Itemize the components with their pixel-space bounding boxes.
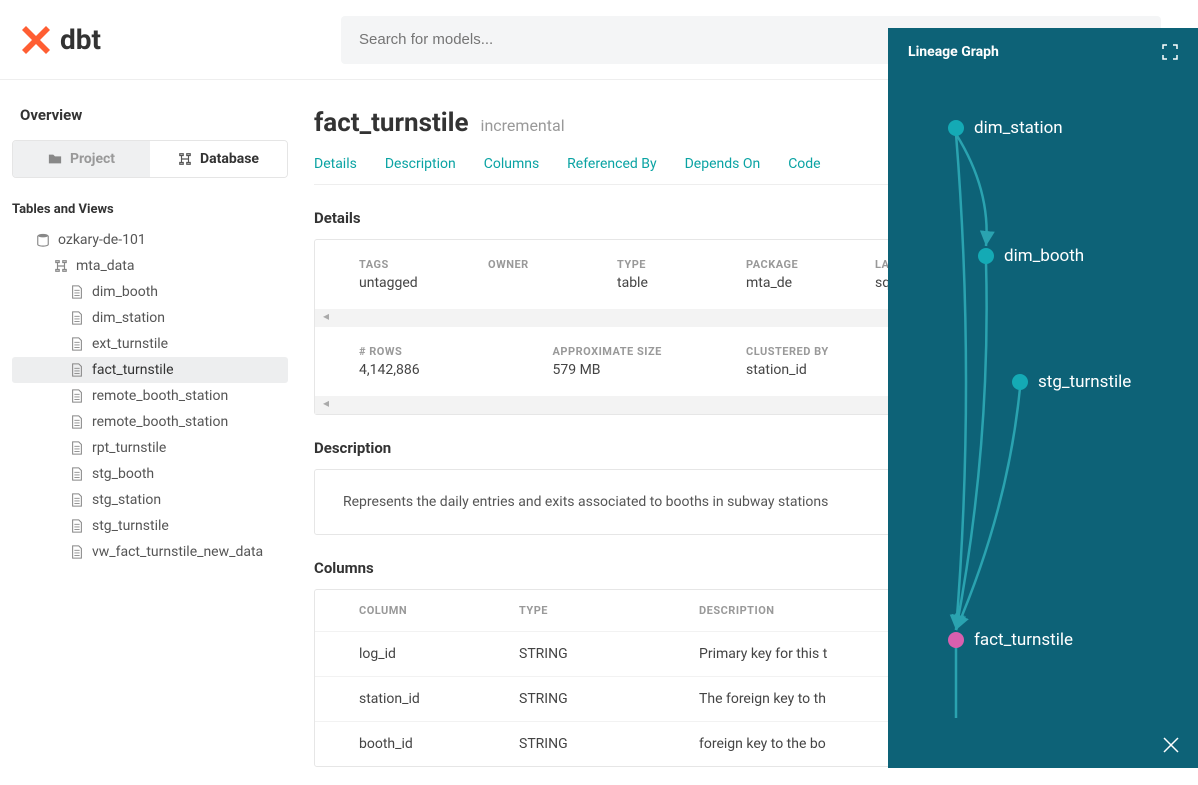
nav-referenced-by[interactable]: Referenced By (567, 156, 656, 172)
database-icon (36, 233, 50, 247)
dbt-icon (20, 24, 52, 56)
detail-type: TYPEtable (617, 258, 746, 291)
lineage-title: Lineage Graph (908, 44, 999, 60)
tab-project[interactable]: Project (13, 141, 150, 177)
file-icon (70, 363, 84, 377)
file-icon (70, 389, 84, 403)
tree-item-fact_turnstile[interactable]: fact_turnstile (12, 357, 288, 383)
file-icon (70, 311, 84, 325)
file-icon (70, 519, 84, 533)
tables-views-label: Tables and Views (12, 196, 288, 223)
tree-item-dim_station[interactable]: dim_station (12, 305, 288, 331)
detail--rows: # ROWS4,142,886 (359, 345, 553, 378)
lineage-node-fact_turnstile[interactable]: fact_turnstile (948, 630, 1073, 650)
sidebar-tabs: Project Database (12, 140, 288, 178)
col-header-column: COLUMN (359, 604, 519, 617)
detail-tags: TAGSuntagged (359, 258, 488, 291)
col-header-type: TYPE (519, 604, 699, 617)
tree-item-stg_station[interactable]: stg_station (12, 487, 288, 513)
detail-approximate-size: APPROXIMATE SIZE579 MB (553, 345, 747, 378)
tree-item-ext_turnstile[interactable]: ext_turnstile (12, 331, 288, 357)
nav-details[interactable]: Details (314, 156, 357, 172)
tree-schema[interactable]: mta_data (12, 253, 288, 279)
tree-item-stg_booth[interactable]: stg_booth (12, 461, 288, 487)
node-dot-icon (978, 248, 994, 264)
file-icon (70, 545, 84, 559)
detail-owner: OWNER (488, 258, 617, 291)
overview-link[interactable]: Overview (12, 100, 288, 140)
node-dot-icon (948, 632, 964, 648)
tree-database[interactable]: ozkary-de-101 (12, 227, 288, 253)
file-icon (70, 493, 84, 507)
lineage-node-dim_booth[interactable]: dim_booth (978, 246, 1084, 266)
nav-description[interactable]: Description (385, 156, 456, 172)
tree-item-stg_turnstile[interactable]: stg_turnstile (12, 513, 288, 539)
folder-icon (48, 152, 62, 166)
lineage-panel: Lineage Graph dim_station dim_booth stg_tu… (888, 28, 1198, 768)
node-dot-icon (948, 120, 964, 136)
tree-item-remote_booth_station[interactable]: remote_booth_station (12, 383, 288, 409)
node-dot-icon (1012, 374, 1028, 390)
tree-item-dim_booth[interactable]: dim_booth (12, 279, 288, 305)
schema-icon (54, 259, 68, 273)
tree-item-remote_booth_station[interactable]: remote_booth_station (12, 409, 288, 435)
tree-item-vw_fact_turnstile_new_data[interactable]: vw_fact_turnstile_new_data (12, 539, 288, 565)
brand-logo[interactable]: dbt (20, 23, 101, 56)
close-icon[interactable] (1162, 736, 1180, 754)
tab-database[interactable]: Database (150, 141, 287, 177)
file-icon (70, 337, 84, 351)
sidebar-tree: ozkary-de-101 mta_data dim_boothdim_stat… (12, 227, 288, 565)
expand-icon[interactable] (1162, 44, 1178, 60)
file-icon (70, 467, 84, 481)
tree-item-rpt_turnstile[interactable]: rpt_turnstile (12, 435, 288, 461)
file-icon (70, 285, 84, 299)
brand-name: dbt (60, 23, 101, 56)
file-icon (70, 441, 84, 455)
nav-columns[interactable]: Columns (484, 156, 539, 172)
detail-package: PACKAGEmta_de (746, 258, 875, 291)
lineage-node-dim_station[interactable]: dim_station (948, 118, 1063, 138)
file-icon (70, 415, 84, 429)
nav-code[interactable]: Code (788, 156, 820, 172)
nav-depends-on[interactable]: Depends On (685, 156, 761, 172)
schema-icon (178, 152, 192, 166)
lineage-node-stg_turnstile[interactable]: stg_turnstile (1012, 372, 1131, 392)
